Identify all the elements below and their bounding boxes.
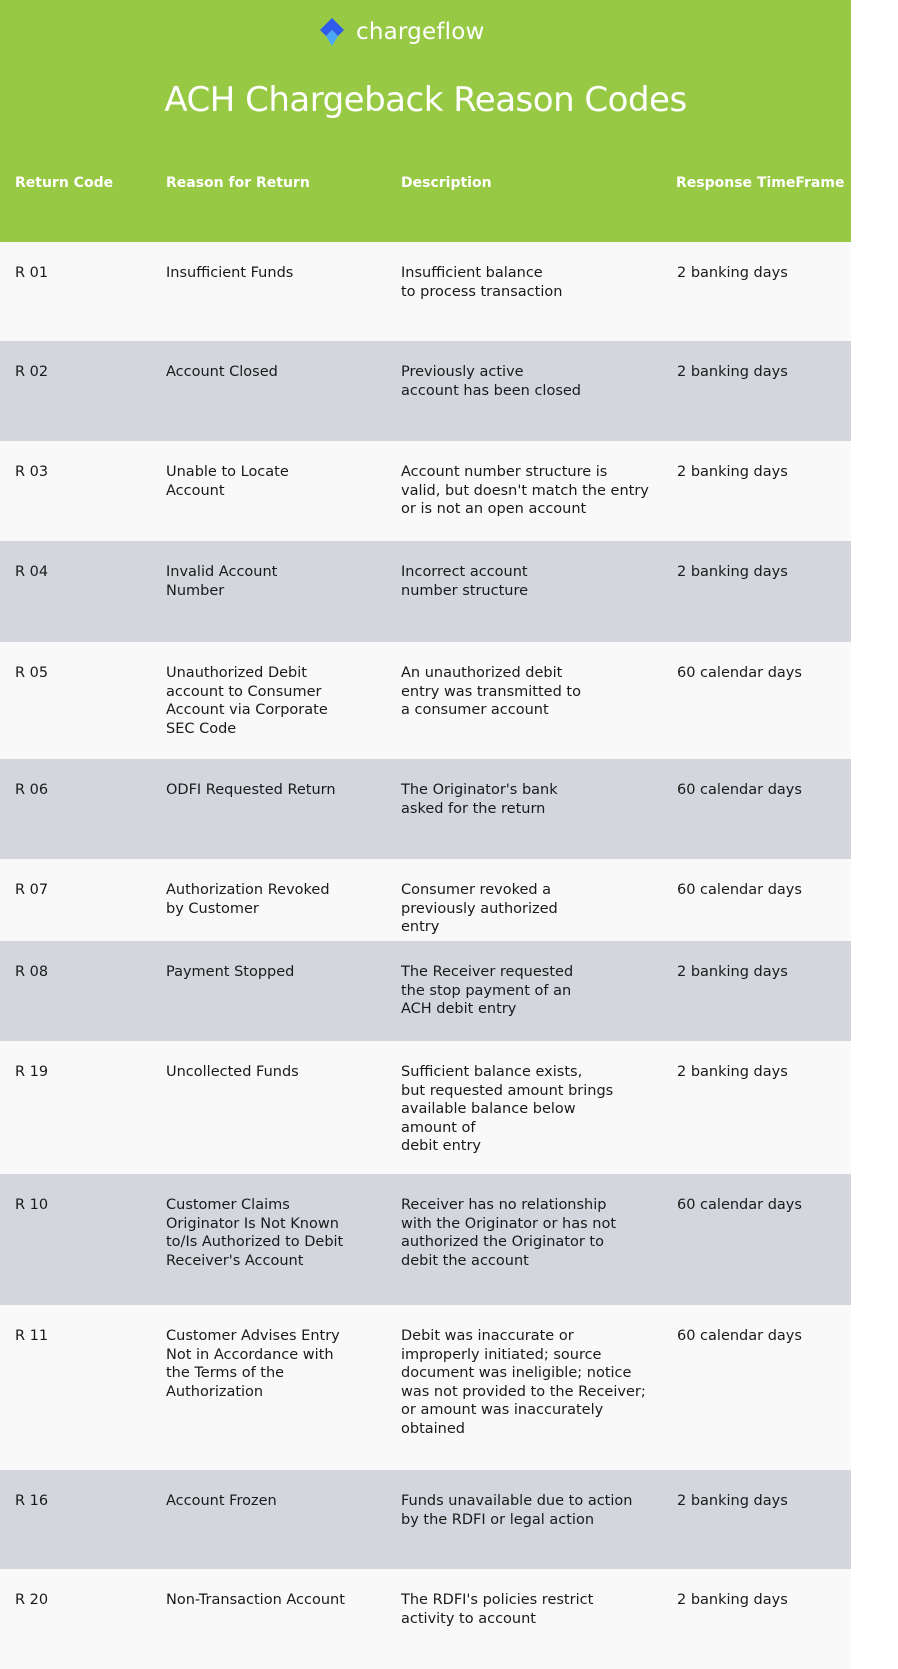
table-row: R 19 Uncollected Funds Sufficient balance … bbox=[0, 1041, 851, 1174]
reason-for-return: Unable to Locate Account bbox=[166, 464, 289, 499]
table-body: R 01 Insufficient Funds Insufficient balan… bbox=[0, 242, 851, 1669]
return-code: R 01 bbox=[15, 265, 49, 281]
response-timeframe: 2 banking days bbox=[677, 964, 788, 980]
response-timeframe: 60 calendar days bbox=[677, 1328, 802, 1344]
chargeflow-diamond-icon bbox=[320, 18, 344, 46]
description: Incorrect account number structure bbox=[401, 564, 529, 599]
reason-for-return: ODFI Requested Return bbox=[166, 782, 336, 798]
return-code: R 05 bbox=[15, 665, 49, 681]
table-row: R 07 Authorization Revoked by Customer Con… bbox=[0, 859, 851, 941]
description: The RDFI's policies restrict activity to… bbox=[401, 1592, 594, 1627]
logo-text: chargeflow bbox=[356, 19, 485, 45]
table-row: R 20 Non-Transaction Account The RDFI's po… bbox=[0, 1569, 851, 1669]
return-code: R 04 bbox=[15, 564, 49, 580]
reason-for-return: Non-Transaction Account bbox=[166, 1592, 345, 1608]
response-timeframe: 60 calendar days bbox=[677, 1197, 802, 1213]
table-row: R 11 Customer Advises Entry Not in Accord… bbox=[0, 1305, 851, 1470]
chargeflow-logo: chargeflow bbox=[316, 16, 485, 48]
description: Funds unavailable due to action by the R… bbox=[401, 1493, 633, 1528]
column-header-description: Description bbox=[401, 175, 492, 191]
return-code: R 10 bbox=[15, 1197, 49, 1213]
description: The Originator's bank asked for the retu… bbox=[401, 782, 558, 817]
description: Receiver has no relationship with the Or… bbox=[401, 1197, 617, 1269]
header: chargeflow ACH Chargeback Reason Codes R… bbox=[0, 0, 851, 242]
table-row: R 02 Account Closed Previously active acco… bbox=[0, 341, 851, 441]
table-row: R 04 Invalid Account Number Incorrect acco… bbox=[0, 541, 851, 642]
reason-for-return: Insufficient Funds bbox=[166, 265, 294, 281]
response-timeframe: 2 banking days bbox=[677, 1592, 788, 1608]
table-row: R 10 Customer Claims Originator Is Not Kn… bbox=[0, 1174, 851, 1305]
column-header-return-code: Return Code bbox=[15, 175, 114, 191]
response-timeframe: 2 banking days bbox=[677, 1493, 788, 1509]
description: Consumer revoked a previously authorized… bbox=[401, 882, 558, 936]
response-timeframe: 2 banking days bbox=[677, 364, 788, 380]
return-code: R 08 bbox=[15, 964, 49, 980]
description: Sufficient balance exists, but requested… bbox=[401, 1064, 614, 1155]
description: Account number structure is valid, but d… bbox=[401, 464, 649, 518]
description: Previously active account has been close… bbox=[401, 364, 582, 399]
return-code: R 11 bbox=[15, 1328, 49, 1344]
return-code: R 03 bbox=[15, 464, 49, 480]
response-timeframe: 2 banking days bbox=[677, 564, 788, 580]
reason-for-return: Customer Advises Entry Not in Accordance… bbox=[166, 1328, 340, 1400]
column-header-timeframe: Response TimeFrame bbox=[676, 175, 845, 191]
reason-for-return: Unauthorized Debit account to Consumer A… bbox=[166, 665, 328, 737]
table-row: R 08 Payment Stopped The Receiver requeste… bbox=[0, 941, 851, 1041]
description: The Receiver requested the stop payment … bbox=[401, 964, 574, 1018]
table-row: R 16 Account Frozen Funds unavailable due … bbox=[0, 1470, 851, 1569]
reason-for-return: Uncollected Funds bbox=[166, 1064, 299, 1080]
reason-for-return: Payment Stopped bbox=[166, 964, 295, 980]
response-timeframe: 2 banking days bbox=[677, 464, 788, 480]
table-row: R 03 Unable to Locate Account Account numb… bbox=[0, 441, 851, 541]
description: Debit was inaccurate or improperly initi… bbox=[401, 1328, 646, 1437]
return-code: R 20 bbox=[15, 1592, 49, 1608]
return-code: R 19 bbox=[15, 1064, 49, 1080]
description: An unauthorized debit entry was transmit… bbox=[401, 665, 581, 719]
table-row: R 05 Unauthorized Debit account to Consum… bbox=[0, 642, 851, 759]
response-timeframe: 2 banking days bbox=[677, 1064, 788, 1080]
description: Insufficient balance to process transact… bbox=[401, 265, 563, 300]
return-code: R 06 bbox=[15, 782, 49, 798]
response-timeframe: 2 banking days bbox=[677, 265, 788, 281]
return-code: R 16 bbox=[15, 1493, 49, 1509]
reason-for-return: Customer Claims Originator Is Not Known … bbox=[166, 1197, 344, 1269]
response-timeframe: 60 calendar days bbox=[677, 665, 802, 681]
reason-for-return: Account Frozen bbox=[166, 1493, 277, 1509]
return-code: R 07 bbox=[15, 882, 49, 898]
infographic: chargeflow ACH Chargeback Reason Codes R… bbox=[0, 0, 851, 1669]
reason-for-return: Invalid Account Number bbox=[166, 564, 278, 599]
response-timeframe: 60 calendar days bbox=[677, 882, 802, 898]
reason-for-return: Authorization Revoked by Customer bbox=[166, 882, 330, 917]
page-title: ACH Chargeback Reason Codes bbox=[164, 80, 687, 120]
table-row: R 06 ODFI Requested Return The Originator'… bbox=[0, 759, 851, 859]
response-timeframe: 60 calendar days bbox=[677, 782, 802, 798]
column-header-reason: Reason for Return bbox=[166, 175, 310, 191]
reason-for-return: Account Closed bbox=[166, 364, 278, 380]
table-row: R 01 Insufficient Funds Insufficient balan… bbox=[0, 242, 851, 341]
return-code: R 02 bbox=[15, 364, 49, 380]
